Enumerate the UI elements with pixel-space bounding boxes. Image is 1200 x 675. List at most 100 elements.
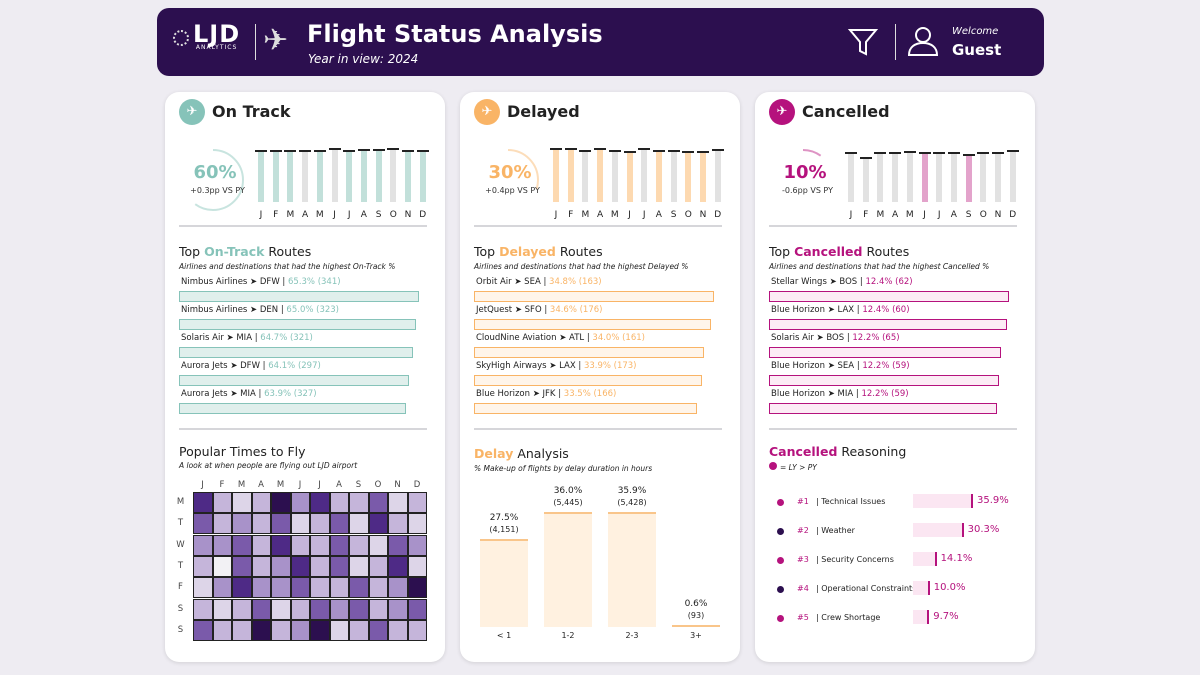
heatmap-cell[interactable] (310, 598, 330, 620)
delay-bar[interactable] (544, 512, 592, 627)
heatmap-cell[interactable] (368, 534, 388, 556)
heatmap-cell[interactable] (368, 577, 388, 599)
heatmap-cell[interactable] (290, 555, 310, 577)
heatmap-cell[interactable] (329, 598, 349, 620)
heatmap-cell[interactable] (407, 513, 427, 535)
delay-bar[interactable] (480, 539, 528, 627)
heatmap-cell[interactable] (368, 598, 388, 620)
heatmap-cell[interactable] (212, 555, 232, 577)
heatmap-cell[interactable] (407, 555, 427, 577)
delay-bar[interactable] (672, 625, 720, 628)
heatmap-cell[interactable] (193, 577, 213, 599)
heatmap-cell[interactable] (349, 492, 369, 513)
heatmap-cell[interactable] (290, 513, 310, 535)
heatmap-cell[interactable] (193, 555, 213, 577)
reason-row[interactable]: #4 | Operational Constraints 10.0% (775, 581, 1025, 601)
heatmap-cell[interactable] (232, 598, 252, 620)
heatmap-cell[interactable] (407, 492, 427, 513)
heatmap-cell[interactable] (310, 577, 330, 599)
heatmap-cell[interactable] (193, 598, 213, 620)
heatmap-cell[interactable] (251, 534, 271, 556)
heatmap-cell[interactable] (193, 619, 213, 641)
heatmap-cell[interactable] (310, 534, 330, 556)
reason-row[interactable]: #5 | Crew Shortage 9.7% (775, 610, 1025, 630)
route-row[interactable]: Blue Horizon ➤ JFK | 33.5% (166) (474, 389, 724, 417)
heatmap-cell[interactable] (193, 534, 213, 556)
heatmap-cell[interactable] (271, 619, 291, 641)
heatmap-cell[interactable] (388, 598, 408, 620)
route-row[interactable]: Aurora Jets ➤ DFW | 64.1% (297) (179, 361, 429, 389)
heatmap-cell[interactable] (388, 577, 408, 599)
heatmap-cell[interactable] (388, 513, 408, 535)
heatmap-cell[interactable] (310, 619, 330, 641)
route-row[interactable]: Nimbus Airlines ➤ DFW | 65.3% (341) (179, 277, 429, 305)
delay-bar[interactable] (608, 512, 656, 627)
heatmap-cell[interactable] (193, 513, 213, 535)
route-row[interactable]: Solaris Air ➤ BOS | 12.2% (65) (769, 333, 1019, 361)
heatmap-cell[interactable] (212, 598, 232, 620)
heatmap-cell[interactable] (232, 492, 252, 513)
heatmap-cell[interactable] (349, 513, 369, 535)
heatmap-cell[interactable] (388, 492, 408, 513)
heatmap-cell[interactable] (212, 619, 232, 641)
heatmap-cell[interactable] (290, 492, 310, 513)
heatmap-cell[interactable] (271, 513, 291, 535)
route-row[interactable]: Nimbus Airlines ➤ DEN | 65.0% (323) (179, 305, 429, 333)
heatmap-cell[interactable] (290, 598, 310, 620)
route-row[interactable]: Aurora Jets ➤ MIA | 63.9% (327) (179, 389, 429, 417)
heatmap-cell[interactable] (251, 619, 271, 641)
route-row[interactable]: Blue Horizon ➤ MIA | 12.2% (59) (769, 389, 1019, 417)
heatmap-cell[interactable] (349, 555, 369, 577)
heatmap-cell[interactable] (329, 534, 349, 556)
heatmap-cell[interactable] (368, 513, 388, 535)
heatmap-cell[interactable] (290, 534, 310, 556)
heatmap-cell[interactable] (388, 555, 408, 577)
heatmap-cell[interactable] (329, 555, 349, 577)
reason-row[interactable]: #3 | Security Concerns 14.1% (775, 552, 1025, 572)
heatmap-cell[interactable] (212, 513, 232, 535)
heatmap-cell[interactable] (232, 577, 252, 599)
heatmap-cell[interactable] (349, 577, 369, 599)
heatmap-cell[interactable] (251, 577, 271, 599)
heatmap-cell[interactable] (349, 619, 369, 641)
heatmap-cell[interactable] (271, 534, 291, 556)
heatmap-cell[interactable] (407, 598, 427, 620)
heatmap-cell[interactable] (368, 492, 388, 513)
heatmap-cell[interactable] (368, 555, 388, 577)
heatmap-cell[interactable] (271, 555, 291, 577)
route-row[interactable]: SkyHigh Airways ➤ LAX | 33.9% (173) (474, 361, 724, 389)
heatmap-cell[interactable] (329, 577, 349, 599)
heatmap-cell[interactable] (251, 598, 271, 620)
heatmap-cell[interactable] (232, 619, 252, 641)
heatmap-cell[interactable] (212, 492, 232, 513)
heatmap-cell[interactable] (310, 555, 330, 577)
heatmap-cell[interactable] (193, 492, 213, 513)
heatmap-cell[interactable] (232, 513, 252, 535)
heatmap-cell[interactable] (329, 619, 349, 641)
route-row[interactable]: Blue Horizon ➤ SEA | 12.2% (59) (769, 361, 1019, 389)
route-row[interactable]: Blue Horizon ➤ LAX | 12.4% (60) (769, 305, 1019, 333)
heatmap-cell[interactable] (271, 492, 291, 513)
heatmap-cell[interactable] (251, 492, 271, 513)
heatmap-cell[interactable] (271, 577, 291, 599)
heatmap-cell[interactable] (388, 534, 408, 556)
heatmap-cell[interactable] (329, 513, 349, 535)
heatmap-cell[interactable] (407, 577, 427, 599)
heatmap-cell[interactable] (232, 534, 252, 556)
heatmap-cell[interactable] (290, 577, 310, 599)
heatmap-cell[interactable] (329, 492, 349, 513)
route-row[interactable]: CloudNine Aviation ➤ ATL | 34.0% (161) (474, 333, 724, 361)
route-row[interactable]: JetQuest ➤ SFO | 34.6% (176) (474, 305, 724, 333)
route-row[interactable]: Stellar Wings ➤ BOS | 12.4% (62) (769, 277, 1019, 305)
reason-row[interactable]: #1 | Technical Issues 35.9% (775, 494, 1025, 514)
heatmap-cell[interactable] (212, 534, 232, 556)
heatmap-cell[interactable] (349, 534, 369, 556)
heatmap-cell[interactable] (368, 619, 388, 641)
route-row[interactable]: Solaris Air ➤ MIA | 64.7% (321) (179, 333, 429, 361)
heatmap-cell[interactable] (310, 513, 330, 535)
heatmap-cell[interactable] (212, 577, 232, 599)
heatmap-cell[interactable] (388, 619, 408, 641)
heatmap-cell[interactable] (407, 534, 427, 556)
reason-row[interactable]: #2 | Weather 30.3% (775, 523, 1025, 543)
filter-icon[interactable] (847, 24, 879, 60)
